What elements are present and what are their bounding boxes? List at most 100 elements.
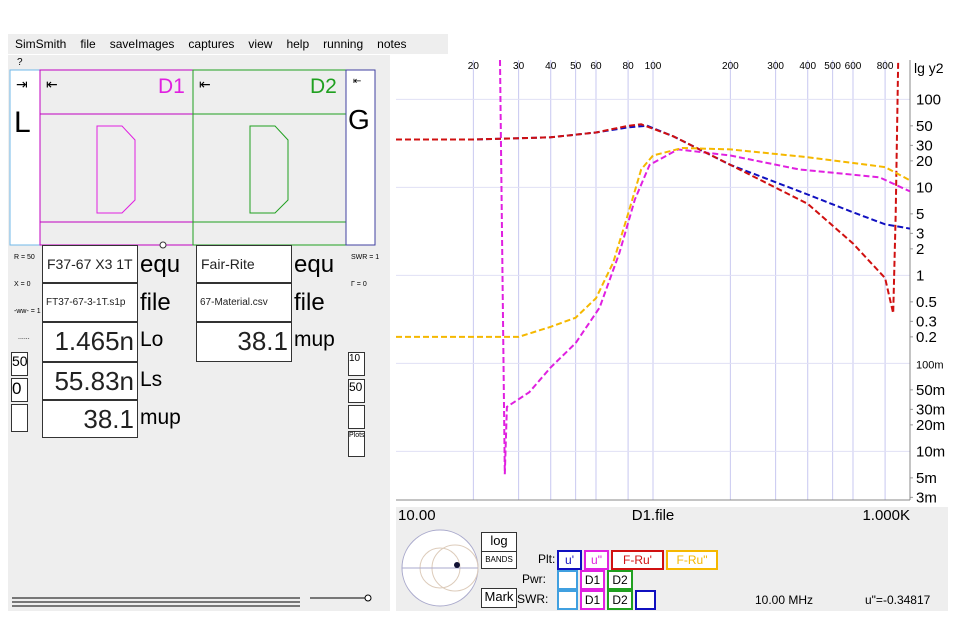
y-tick-label: 100 xyxy=(916,91,941,108)
y-tick-label: 5m xyxy=(916,470,937,487)
x-tick-label: 400 xyxy=(799,61,816,72)
menu-item[interactable]: file xyxy=(80,37,96,51)
frequency: 10.00 MHz xyxy=(755,593,814,607)
swr-button[interactable] xyxy=(635,590,656,610)
smith-chart xyxy=(401,529,479,607)
y-tick-label: 2 xyxy=(916,241,924,258)
gen-input[interactable] xyxy=(348,405,365,429)
pwr-button[interactable] xyxy=(557,570,578,590)
load-input[interactable]: 0 xyxy=(11,378,28,402)
load-input[interactable] xyxy=(11,404,28,432)
x-tick-label: 30 xyxy=(513,61,525,72)
plot: 20 30 40 50 60 80 100 200 300 400 500 600 8001005030… xyxy=(396,55,948,524)
menu-item[interactable]: help xyxy=(286,37,310,51)
pwr-label: Pwr: xyxy=(522,572,546,586)
swr-button[interactable]: D2 xyxy=(607,590,633,610)
field-value[interactable]: Fair-Rite xyxy=(196,245,292,283)
x-tick-label: 500 xyxy=(824,61,841,72)
field-label: mup xyxy=(294,328,335,351)
gen-label: G xyxy=(348,104,370,135)
gen-input[interactable]: 50 xyxy=(348,379,365,403)
field-label: equ xyxy=(140,251,181,278)
y-tick-label: 20m xyxy=(916,417,945,434)
x-axis-label: 1.000K xyxy=(862,507,910,524)
y-tick-label: 3 xyxy=(916,225,924,242)
log-button[interactable]: log xyxy=(481,532,517,552)
swr-label: SWR: xyxy=(517,592,549,606)
y-tick-label: 10 xyxy=(916,179,933,196)
swr-button[interactable]: D1 xyxy=(580,590,605,610)
d2-arrow: ⇤ xyxy=(199,76,211,92)
mark-button[interactable]: Mark xyxy=(481,588,517,608)
d1-label: D1 xyxy=(158,75,185,98)
field-label: equ xyxy=(294,251,335,278)
swr-button[interactable] xyxy=(557,590,578,610)
plt-label: Plt: xyxy=(538,552,556,566)
field-label: Lo xyxy=(140,328,164,351)
load-dots: ...... xyxy=(18,334,30,341)
y-axis-label: lg y2 xyxy=(914,60,944,76)
series-line xyxy=(499,60,910,475)
x-tick-label: 800 xyxy=(877,61,894,72)
y-tick-label: 0.3 xyxy=(916,313,937,330)
menu-item[interactable]: running xyxy=(323,37,364,51)
y-tick-label: 5 xyxy=(916,206,924,223)
menu-item[interactable]: view xyxy=(248,37,273,51)
bands-button[interactable]: BANDS xyxy=(481,551,517,569)
menu-item[interactable]: notes xyxy=(377,37,407,51)
field-value[interactable]: 55.83n xyxy=(42,362,138,400)
load-x: X = 0 xyxy=(14,281,31,288)
load-input[interactable]: 50 xyxy=(11,352,28,376)
field-value[interactable]: 38.1 xyxy=(196,322,292,362)
x-tick-label: 80 xyxy=(623,61,635,72)
field-label: file xyxy=(140,289,171,316)
series-line xyxy=(396,60,900,314)
x-tick-label: 300 xyxy=(767,61,784,72)
x-tick-label: 20 xyxy=(468,61,480,72)
menu-item[interactable]: saveImages xyxy=(109,37,175,51)
y-tick-label: 50 xyxy=(916,118,933,135)
plot-button[interactable]: u" xyxy=(584,550,609,570)
y-tick-label: 50m xyxy=(916,382,945,399)
field-value[interactable]: 1.465n xyxy=(42,322,138,362)
load-arrow: ⇥ xyxy=(16,76,28,92)
y-tick-label: 1 xyxy=(916,267,924,284)
x-tick-label: 40 xyxy=(545,61,557,72)
pwr-button[interactable]: D2 xyxy=(607,570,633,590)
y-tick-label: 30m xyxy=(916,401,945,418)
y-tick-label: 0.5 xyxy=(916,294,937,311)
field-label: mup xyxy=(140,406,181,429)
menu-item[interactable]: captures xyxy=(188,37,235,51)
load-r: R = 50 xyxy=(14,254,35,261)
menu-item[interactable]: SimSmith xyxy=(15,37,67,51)
y-tick-label: 0.2 xyxy=(916,329,937,346)
d1-arrow: ⇤ xyxy=(46,76,58,92)
load-label: L xyxy=(14,106,31,139)
plot-area xyxy=(396,55,948,507)
plot-button[interactable]: u' xyxy=(557,550,582,570)
help: ? xyxy=(17,57,23,68)
x-axis-label: 10.00 xyxy=(398,507,436,524)
readout: u"=-0.34817 xyxy=(865,593,931,607)
plot-button[interactable]: F-Ru" xyxy=(666,550,718,570)
field-value[interactable]: FT37-67-3-1T.s1p xyxy=(42,283,138,322)
y-tick-label: 10m xyxy=(916,443,945,460)
y-tick-label: 30 xyxy=(916,137,933,154)
plot-button[interactable]: F-Ru' xyxy=(611,550,664,570)
field-value[interactable]: 38.1 xyxy=(42,400,138,438)
menu-bar: SimSmith file saveImages captures view help ru… xyxy=(8,34,448,54)
series-line xyxy=(396,146,910,338)
gen-input[interactable]: 10 xyxy=(348,352,365,376)
field-value[interactable]: 67-Material.csv xyxy=(196,283,292,322)
y-tick-label: 100m xyxy=(916,359,944,371)
gen-plots[interactable]: Plots xyxy=(348,431,365,457)
field-value[interactable]: F37-67 X3 1T xyxy=(42,245,138,283)
x-tick-label: 100 xyxy=(645,61,662,72)
gen-swr: SWR = 1 xyxy=(351,254,380,261)
circuit-diagram xyxy=(9,69,376,607)
gen-gamma: Γ = 0 xyxy=(351,281,367,288)
d2-label: D2 xyxy=(310,75,337,98)
y-tick-label: 3m xyxy=(916,489,937,506)
pwr-button[interactable]: D1 xyxy=(580,570,605,590)
